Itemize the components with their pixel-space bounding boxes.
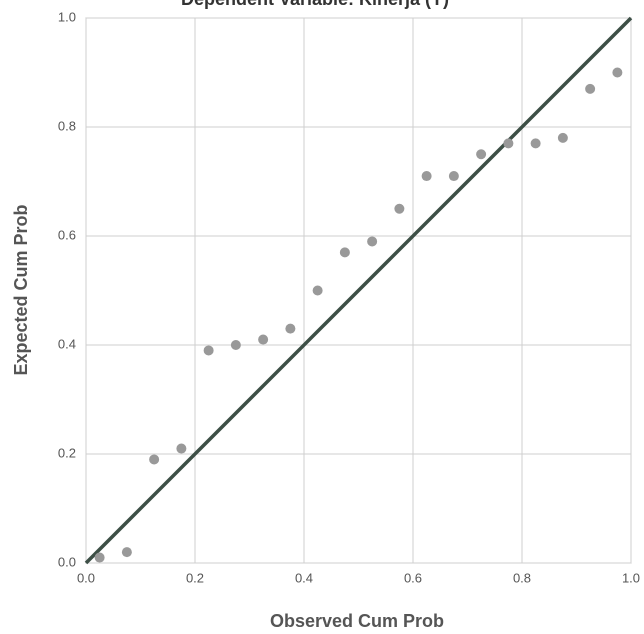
data-point [95,553,105,563]
data-point [503,138,513,148]
y-tick-label: 0.6 [58,227,76,242]
x-tick-label: 0.8 [513,570,531,585]
x-tick-label: 0.0 [77,570,95,585]
y-tick-label: 1.0 [58,9,76,24]
y-tick-label: 0.8 [58,118,76,133]
x-tick-label: 0.2 [186,570,204,585]
x-axis-title: Observed Cum Prob [270,611,444,631]
data-point [612,68,622,78]
x-tick-label: 0.6 [404,570,422,585]
chart-title: Dependent Variable: Kinerja (Y) [181,0,449,9]
data-point [313,286,323,296]
data-point [149,454,159,464]
data-point [204,345,214,355]
x-tick-label: 1.0 [622,570,640,585]
data-point [476,149,486,159]
data-point [531,138,541,148]
data-point [340,247,350,257]
chart: Dependent Variable: Kinerja (Y) Observed… [0,0,644,634]
data-point [122,547,132,557]
y-tick-label: 0.2 [58,445,76,460]
y-axis-title: Expected Cum Prob [11,204,31,375]
x-tick-label: 0.4 [295,570,313,585]
y-tick-label: 0.4 [58,336,76,351]
data-point [558,133,568,143]
data-point [449,171,459,181]
data-point [394,204,404,214]
data-point [176,444,186,454]
data-point [285,324,295,334]
data-point [585,84,595,94]
data-point [231,340,241,350]
data-point [422,171,432,181]
data-point [258,335,268,345]
y-tick-label: 0.0 [58,554,76,569]
data-point [367,236,377,246]
